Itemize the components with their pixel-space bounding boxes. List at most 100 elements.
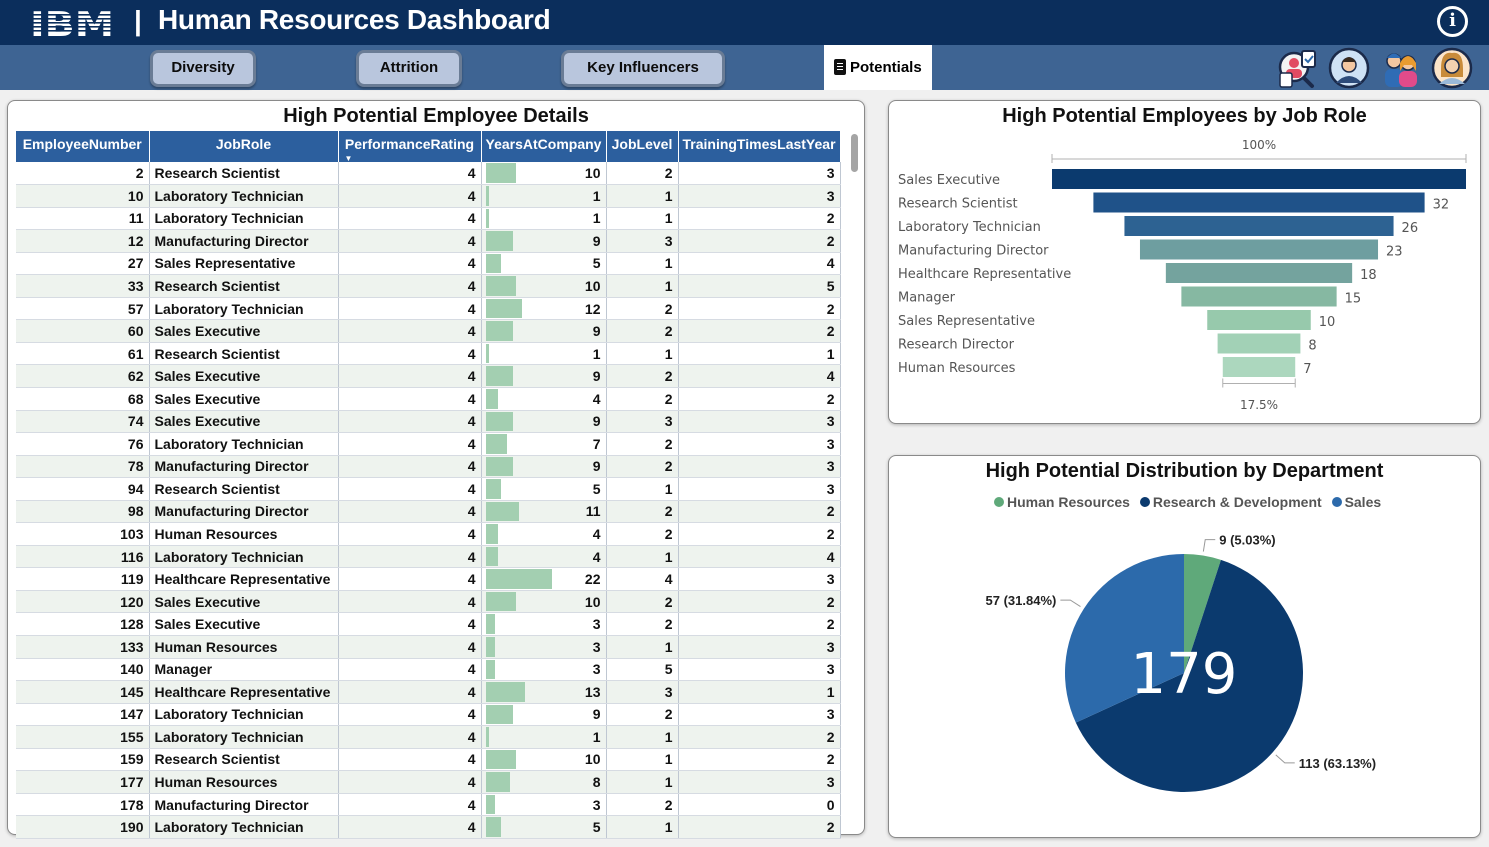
table-row[interactable]: 57 Laboratory Technician 4 12 2 2	[16, 297, 841, 321]
years-value: 8	[592, 774, 601, 791]
performance-rating-cell: 4	[338, 319, 482, 343]
training-times-cell: 3	[678, 477, 841, 501]
table-row[interactable]: 33 Research Scientist 4 10 1 5	[16, 274, 841, 298]
employee-number-cell: 60	[16, 319, 150, 343]
funnel-bar[interactable]	[1093, 192, 1425, 213]
table-row[interactable]: 62 Sales Executive 4 9 2 4	[16, 364, 841, 388]
legend-label: Sales	[1344, 494, 1382, 510]
table-row[interactable]: 178 Manufacturing Director 4 3 2 0	[16, 793, 841, 817]
pie-slice-research-development[interactable]	[1075, 559, 1303, 792]
female-employee-icon[interactable]	[1431, 47, 1473, 89]
job-role-cell: Laboratory Technician	[149, 703, 339, 727]
tab-attrition[interactable]: Attrition	[356, 50, 462, 87]
table-row[interactable]: 61 Research Scientist 4 1 1 1	[16, 342, 841, 366]
table-scrollbar[interactable]	[851, 134, 858, 172]
table-row[interactable]: 147 Laboratory Technician 4 9 2 3	[16, 703, 841, 727]
employee-number-cell: 119	[16, 567, 150, 591]
funnel-bar[interactable]	[1181, 286, 1337, 307]
performance-rating-cell: 4	[338, 364, 482, 388]
column-header-job-role[interactable]: JobRole	[149, 131, 339, 162]
job-role-cell: Manager	[149, 658, 339, 682]
job-level-cell: 2	[606, 703, 679, 727]
training-times-cell: 2	[678, 590, 841, 614]
pie-title: High Potential Distribution by Departmen…	[985, 460, 1384, 482]
table-row[interactable]: 120 Sales Executive 4 10 2 2	[16, 590, 841, 614]
table-row[interactable]: 68 Sales Executive 4 4 2 2	[16, 387, 841, 411]
funnel-bar[interactable]	[1222, 357, 1296, 377]
years-databar	[485, 163, 516, 184]
table-row[interactable]: 12 Manufacturing Director 4 9 3 2	[16, 229, 841, 253]
years-value: 9	[592, 458, 601, 475]
table-row[interactable]: 190 Laboratory Technician 4 5 1 2	[16, 815, 841, 839]
tab-diversity[interactable]: Diversity	[150, 50, 256, 87]
legend-item-sales[interactable]: Sales	[1331, 494, 1382, 510]
column-header-performance-rating[interactable]: PerformanceRating	[338, 131, 482, 162]
years-value: 10	[584, 593, 601, 610]
years-at-company-cell: 9	[481, 319, 607, 343]
years-at-company-cell: 8	[481, 770, 607, 794]
legend-item-human-resources[interactable]: Human Resources	[994, 494, 1130, 510]
table-row[interactable]: 103 Human Resources 4 4 2 2	[16, 522, 841, 546]
years-at-company-cell: 10	[481, 748, 607, 772]
years-value: 10	[584, 751, 601, 768]
table-row[interactable]: 119 Healthcare Representative 4 22 4 3	[16, 567, 841, 591]
table-row[interactable]: 159 Research Scientist 4 10 1 2	[16, 748, 841, 772]
table-row[interactable]: 11 Laboratory Technician 4 1 1 2	[16, 207, 841, 231]
funnel-bar[interactable]	[1217, 333, 1301, 354]
funnel-bar[interactable]	[1139, 239, 1379, 260]
funnel-bar[interactable]	[1165, 263, 1353, 283]
legend-dot	[1331, 497, 1342, 507]
table-row[interactable]: 78 Manufacturing Director 4 9 2 3	[16, 455, 841, 479]
job-role-cell: Healthcare Representative	[149, 680, 339, 704]
years-value: 4	[592, 526, 601, 543]
performance-rating-cell: 4	[338, 567, 482, 591]
pie-slice-sales[interactable]	[1065, 554, 1184, 723]
table-row[interactable]: 60 Sales Executive 4 9 2 2	[16, 319, 841, 343]
column-header-training-times[interactable]: TrainingTimesLastYear	[678, 131, 841, 162]
column-header-years-at-company[interactable]: YearsAtCompany	[481, 131, 607, 162]
table-row[interactable]: 94 Research Scientist 4 5 1 3	[16, 477, 841, 501]
tab-key-influencers[interactable]: Key Influencers	[561, 50, 725, 87]
recruiter-icon[interactable]	[1276, 47, 1318, 89]
job-level-cell: 1	[606, 207, 679, 231]
job-role-cell: Sales Executive	[149, 387, 339, 411]
column-header-job-level[interactable]: JobLevel	[606, 131, 679, 162]
table-row[interactable]: 2 Research Scientist 4 10 2 3	[16, 162, 841, 186]
table-row[interactable]: 155 Laboratory Technician 4 1 1 2	[16, 725, 841, 749]
table-row[interactable]: 140 Manager 4 3 5 3	[16, 658, 841, 682]
performance-rating-cell: 4	[338, 793, 482, 817]
team-icon[interactable]	[1380, 47, 1422, 89]
job-level-cell: 1	[606, 252, 679, 276]
column-header-employee-number[interactable]: EmployeeNumber	[16, 131, 150, 162]
legend-item-research-development[interactable]: Research & Development	[1139, 494, 1322, 510]
funnel-category-label: Healthcare Representative	[898, 267, 1071, 282]
table-row[interactable]: 98 Manufacturing Director 4 11 2 2	[16, 500, 841, 524]
job-level-cell: 3	[606, 410, 679, 434]
years-at-company-cell: 12	[481, 297, 607, 321]
funnel-bar[interactable]	[1207, 310, 1311, 330]
training-times-cell: 2	[678, 500, 841, 524]
funnel-value-label: 18	[1360, 268, 1377, 283]
male-employee-icon[interactable]	[1328, 47, 1370, 89]
table-row[interactable]: 128 Sales Executive 4 3 2 2	[16, 612, 841, 636]
job-level-cell: 1	[606, 545, 679, 569]
table-row[interactable]: 177 Human Resources 4 8 1 3	[16, 770, 841, 794]
job-level-cell: 2	[606, 793, 679, 817]
info-icon[interactable]: i	[1437, 6, 1468, 37]
table-row[interactable]: 145 Healthcare Representative 4 13 3 1	[16, 680, 841, 704]
table-row[interactable]: 10 Laboratory Technician 4 1 1 3	[16, 184, 841, 208]
table-row[interactable]: 27 Sales Representative 4 5 1 4	[16, 252, 841, 276]
years-at-company-cell: 3	[481, 658, 607, 682]
training-times-cell: 3	[678, 567, 841, 591]
table-row[interactable]: 116 Laboratory Technician 4 4 1 4	[16, 545, 841, 569]
training-times-cell: 2	[678, 387, 841, 411]
funnel-bar[interactable]	[1124, 216, 1394, 236]
table-row[interactable]: 133 Human Resources 4 3 1 3	[16, 635, 841, 659]
table-row[interactable]: 76 Laboratory Technician 4 7 2 3	[16, 432, 841, 456]
funnel-bar[interactable]	[1052, 169, 1466, 189]
pie-slice-human-resources[interactable]	[1184, 554, 1221, 673]
tab-potentials[interactable]: Potentials	[824, 45, 932, 90]
job-role-cell: Laboratory Technician	[149, 725, 339, 749]
table-row[interactable]: 74 Sales Executive 4 9 3 3	[16, 410, 841, 434]
years-at-company-cell: 10	[481, 162, 607, 186]
